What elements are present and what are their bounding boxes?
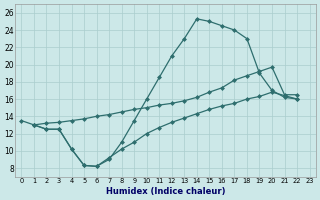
X-axis label: Humidex (Indice chaleur): Humidex (Indice chaleur) [106, 187, 225, 196]
